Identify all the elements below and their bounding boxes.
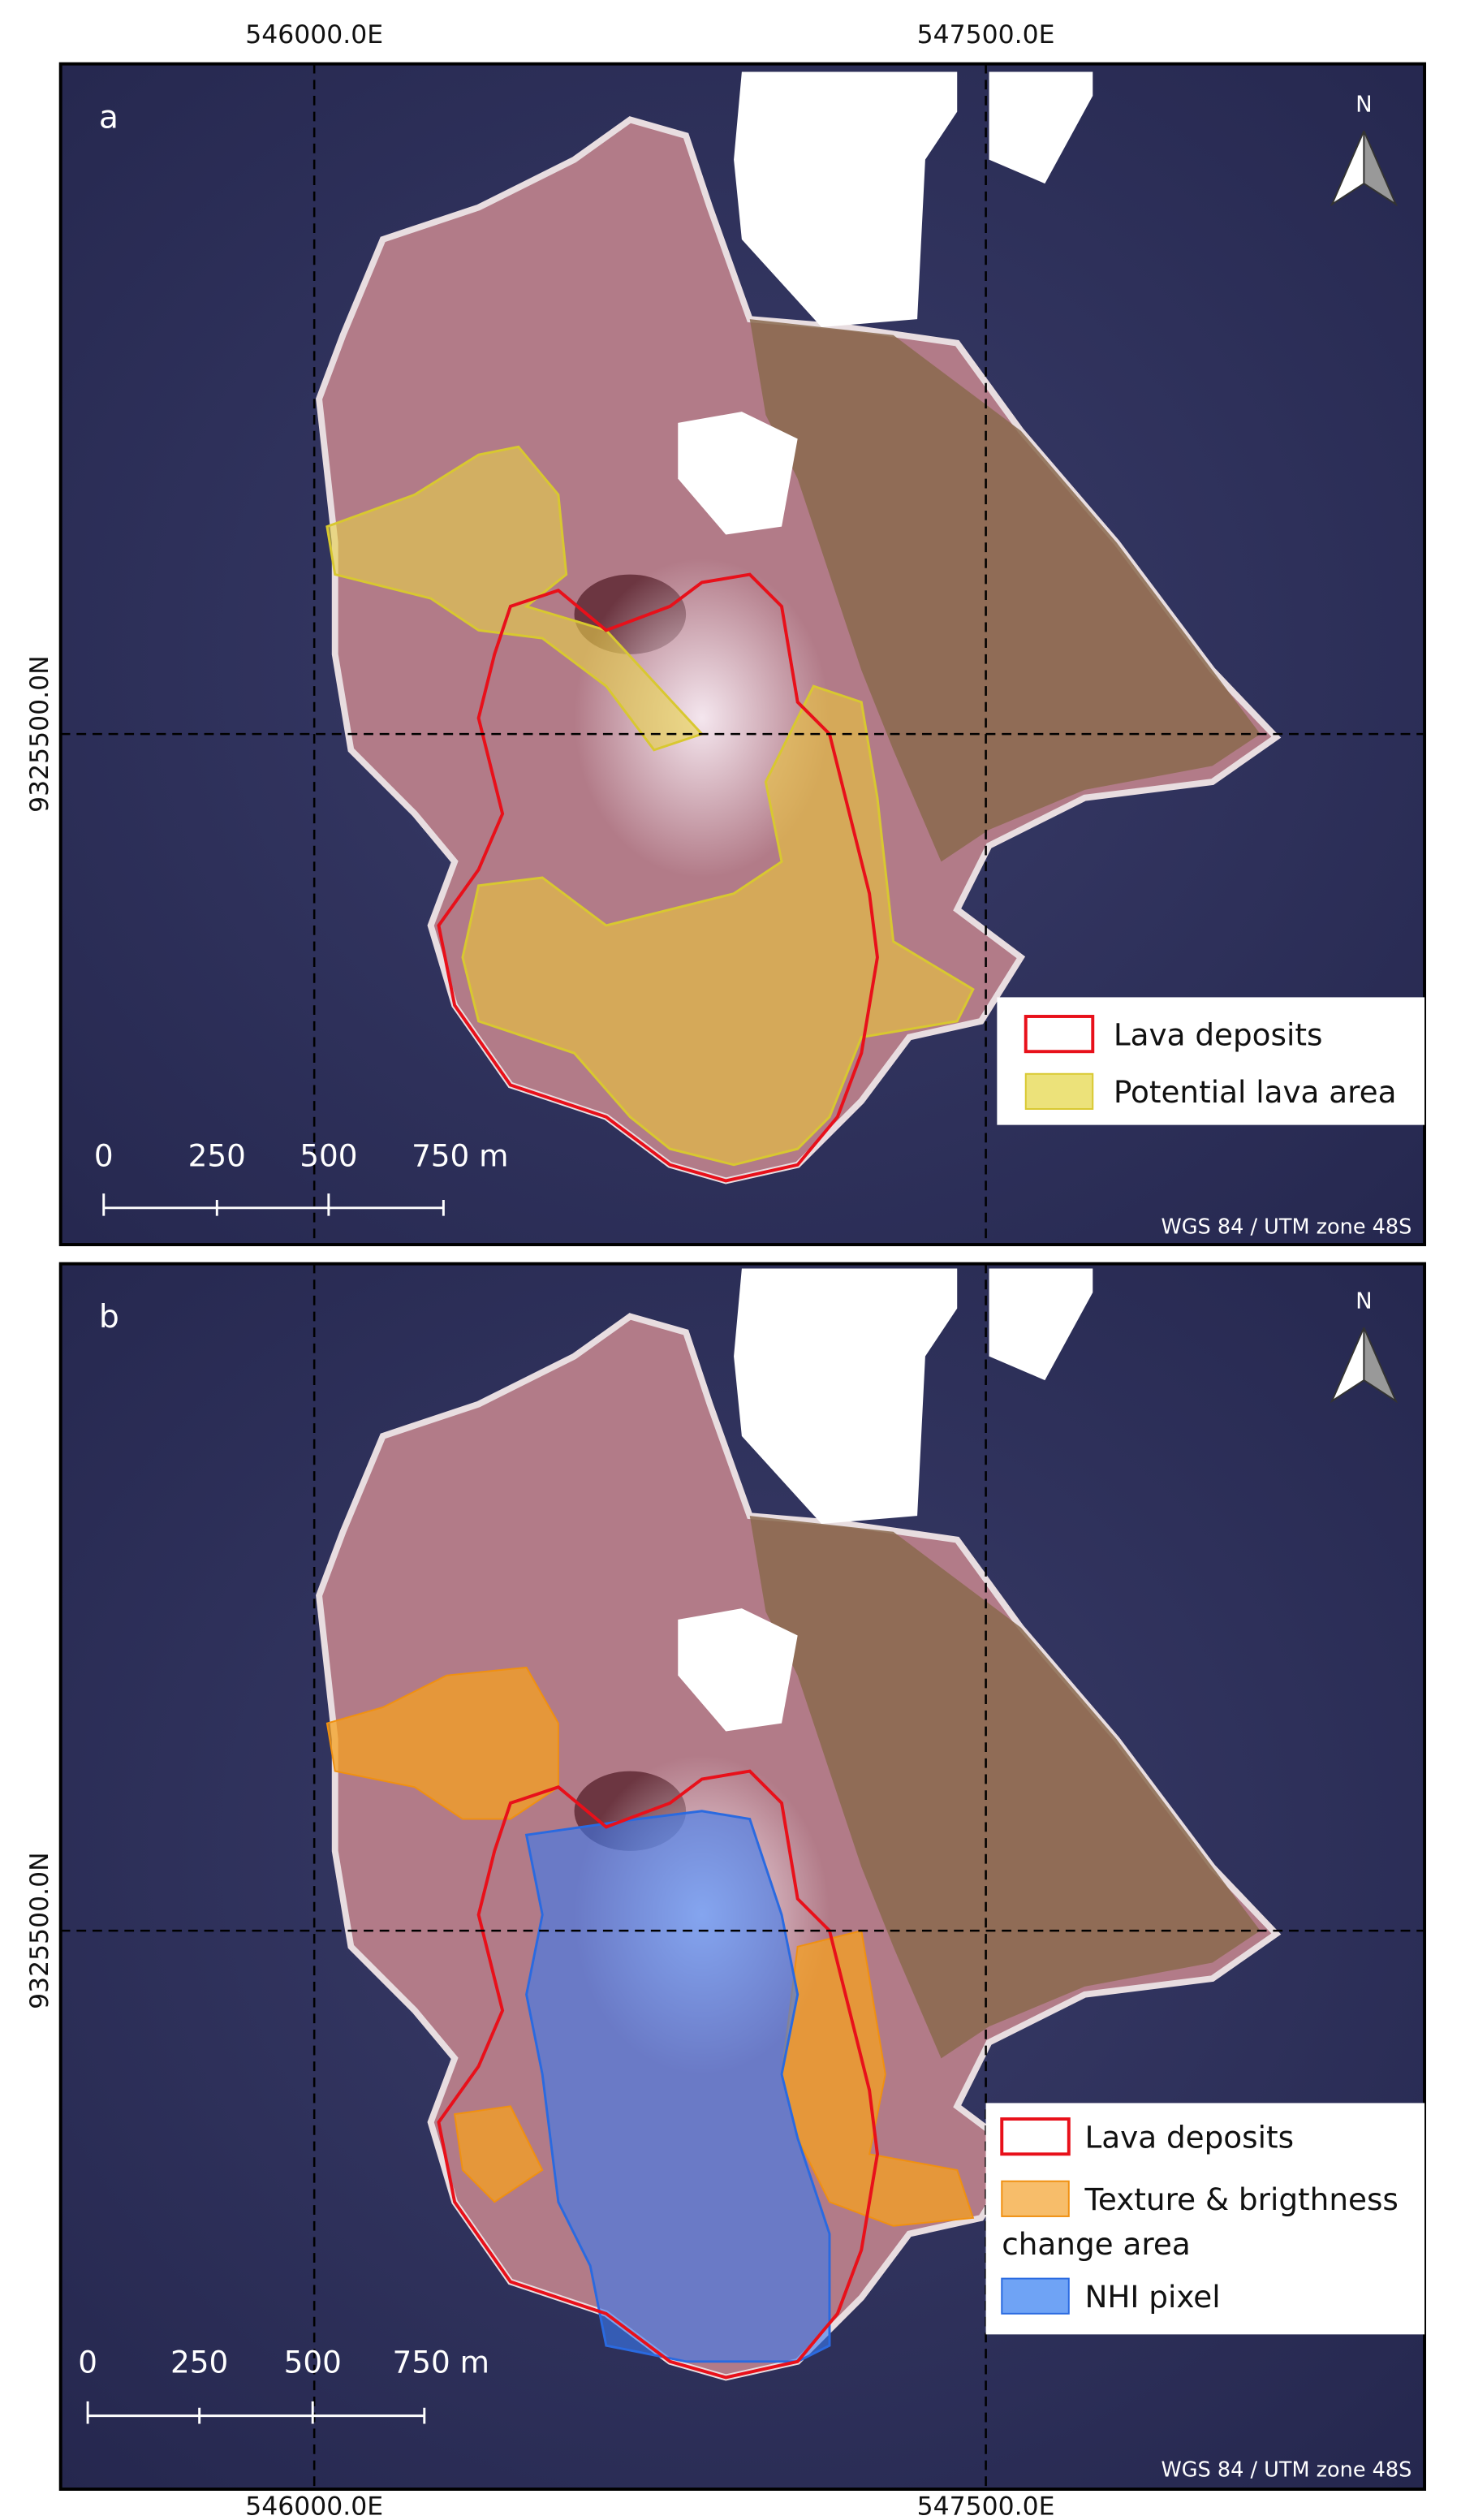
legend-label: Lava deposits [1114,1016,1323,1052]
north-label: N [1355,1288,1373,1314]
legend-label: Lava deposits [1084,2119,1294,2155]
x-label: 546000.0E [245,2492,383,2520]
lava-deposit-outline [437,572,879,1183]
scale-label: 500 [300,1138,357,1174]
y-label: 9325500.0N [25,655,54,813]
crs-label: WGS 84 / UTM zone 48S [1162,1215,1412,1239]
lava-deposit-outline [437,1769,879,2380]
y-label: 9325500.0N [25,1852,54,2009]
panel-label: b [99,1299,119,1336]
legend-label: change area [1002,2226,1190,2262]
panel-label: a [99,99,119,136]
panel-a-map [0,0,1474,1309]
scale-label: 0 [78,2345,97,2380]
panel-b-map [0,1197,1474,2505]
scale-bar: 0 250 500 750 m [78,2345,489,2424]
legend-label: NHI pixel [1084,2279,1220,2315]
scale-label: 0 [94,1138,114,1174]
x-label: 546000.0E [245,20,383,50]
crs-label: WGS 84 / UTM zone 48S [1162,2457,1412,2482]
north-arrow: N [1330,92,1398,207]
potential-lava [325,445,705,752]
potential-lava [461,684,975,1167]
legend: Lava deposits Texture & brigthness chang… [985,2103,1425,2335]
legend-label: Texture & brigthness [1084,2181,1398,2217]
nhi-pixel [524,1810,831,2363]
scale-bar: 0 250 500 750 m [94,1138,509,1216]
scale-label: 750 m [412,1138,508,1174]
north-arrow: N [1330,1288,1398,1404]
north-label: N [1355,92,1373,118]
scale-label: 500 [284,2345,342,2380]
scale-label: 250 [170,2345,228,2380]
scale-label: 750 m [392,2345,489,2380]
legend: Lava deposits Potential lava area [997,997,1425,1125]
legend-label: Potential lava area [1114,1074,1397,1110]
scale-label: 250 [188,1138,246,1174]
x-label: 547500.0E [917,20,1055,50]
x-label: 547500.0E [917,2492,1055,2520]
texture-change [454,2105,544,2203]
